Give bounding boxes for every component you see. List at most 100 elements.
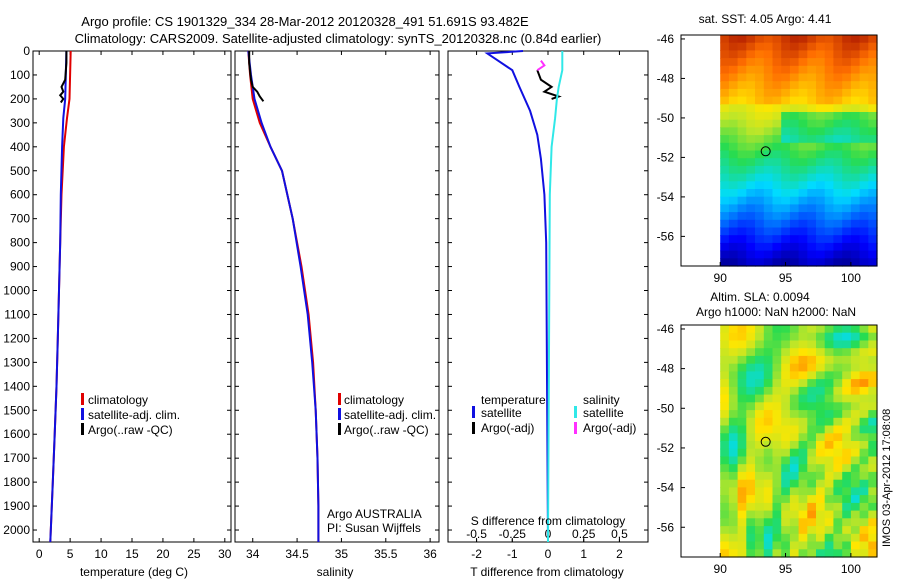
map-cell — [842, 479, 852, 488]
map-cell — [728, 227, 739, 236]
map-cell — [798, 332, 808, 341]
map-cell — [772, 88, 782, 98]
map-cell — [728, 219, 739, 229]
map-cell — [755, 325, 765, 334]
map-cell — [824, 212, 834, 221]
series-line-argo-raw-qc- — [248, 51, 265, 102]
map-cell — [728, 402, 739, 411]
salinity-panel-frame — [234, 50, 440, 543]
map-cell — [833, 386, 843, 396]
map-cell — [850, 456, 861, 465]
map-cell — [772, 212, 782, 221]
salinity-plot: 34 34.5 35 35.5 36 — [235, 50, 439, 561]
map-cell — [755, 189, 765, 198]
xtick-label: 1 — [580, 547, 587, 561]
map-cell — [763, 35, 774, 44]
map-cell — [798, 142, 808, 152]
map-cell — [789, 127, 800, 136]
legend-swatch-sal-satellite — [574, 406, 577, 418]
map-cell — [781, 235, 791, 244]
xtick-label: 20 — [156, 547, 170, 561]
map-cell — [850, 471, 861, 481]
map-cell — [789, 181, 800, 190]
map-cell — [850, 355, 861, 365]
map-cell — [816, 340, 826, 349]
map-cell — [868, 479, 878, 488]
map-cell — [746, 495, 756, 504]
map-cell — [859, 58, 869, 67]
map-cell — [824, 165, 834, 175]
map-cell — [816, 204, 826, 213]
map-cell — [763, 235, 774, 244]
map-cell — [789, 81, 800, 90]
map-cell — [833, 363, 843, 372]
map-cell — [781, 379, 791, 388]
map-cell — [833, 487, 843, 496]
map-cell — [781, 42, 791, 51]
xtick-label: 34.5 — [285, 547, 309, 561]
map-cell — [833, 541, 843, 550]
map-cell — [772, 526, 782, 535]
map-cell — [789, 325, 800, 334]
map-ytick-label: -54 — [657, 190, 675, 204]
map-cell — [781, 189, 791, 198]
map-cell — [781, 533, 791, 543]
map-cell — [746, 189, 756, 198]
map-cell — [833, 417, 843, 427]
legend-label-temp-argo: Argo(-adj) — [481, 421, 534, 435]
map-cell — [798, 479, 808, 488]
map-cell — [798, 355, 808, 365]
map-cell — [737, 88, 747, 98]
map-cell — [781, 88, 791, 98]
map-cell — [728, 150, 739, 159]
map-cell — [850, 50, 861, 59]
map-cell — [833, 433, 843, 442]
map-cell — [781, 112, 791, 121]
map-cell — [868, 119, 878, 128]
map-cell — [763, 258, 774, 267]
legend-label-climatology: climatology — [88, 393, 148, 407]
map-cell — [859, 150, 869, 159]
map-cell — [746, 348, 756, 357]
xtick-label: 36 — [423, 547, 437, 561]
sla-map: 90 95 100 -46 -48 -50 -52 -54 -56 — [657, 322, 878, 576]
map-cell — [816, 402, 826, 411]
map-cell — [720, 425, 730, 434]
map-cell — [816, 355, 826, 365]
map-cell — [789, 495, 800, 504]
map-ytick-label: -46 — [657, 32, 675, 46]
map-cell — [781, 510, 791, 519]
map-cell — [755, 35, 765, 44]
map-xtick-label: 90 — [714, 271, 728, 285]
map-cell — [772, 65, 782, 75]
map-cell — [868, 96, 878, 105]
map-cell — [798, 433, 808, 442]
map-cell — [781, 81, 791, 90]
map-cell — [833, 135, 843, 144]
map-cell — [755, 112, 765, 121]
map-cell — [842, 433, 852, 442]
map-cell — [728, 250, 739, 259]
map-cell — [868, 325, 878, 334]
map-cell — [789, 73, 800, 82]
map-cell — [746, 549, 756, 558]
map-xtick-label: 95 — [779, 562, 793, 576]
map-cell — [746, 441, 756, 450]
map-cell — [789, 219, 800, 229]
legend-swatch-sal-argo — [574, 422, 577, 434]
map-cell — [842, 456, 852, 465]
map-cell — [816, 425, 826, 434]
map-cell — [763, 119, 774, 128]
map-cell — [737, 479, 747, 488]
map-cell — [824, 441, 834, 450]
map-cell — [755, 158, 765, 167]
legend-swatch-climatology — [338, 393, 341, 405]
map-cell — [728, 235, 739, 244]
map-cell — [798, 510, 808, 519]
map-cell — [798, 340, 808, 349]
map-cell — [816, 212, 826, 221]
map-cell — [720, 479, 730, 488]
map-cell — [807, 510, 817, 519]
map-cell — [746, 227, 756, 236]
map-cell — [824, 50, 834, 59]
